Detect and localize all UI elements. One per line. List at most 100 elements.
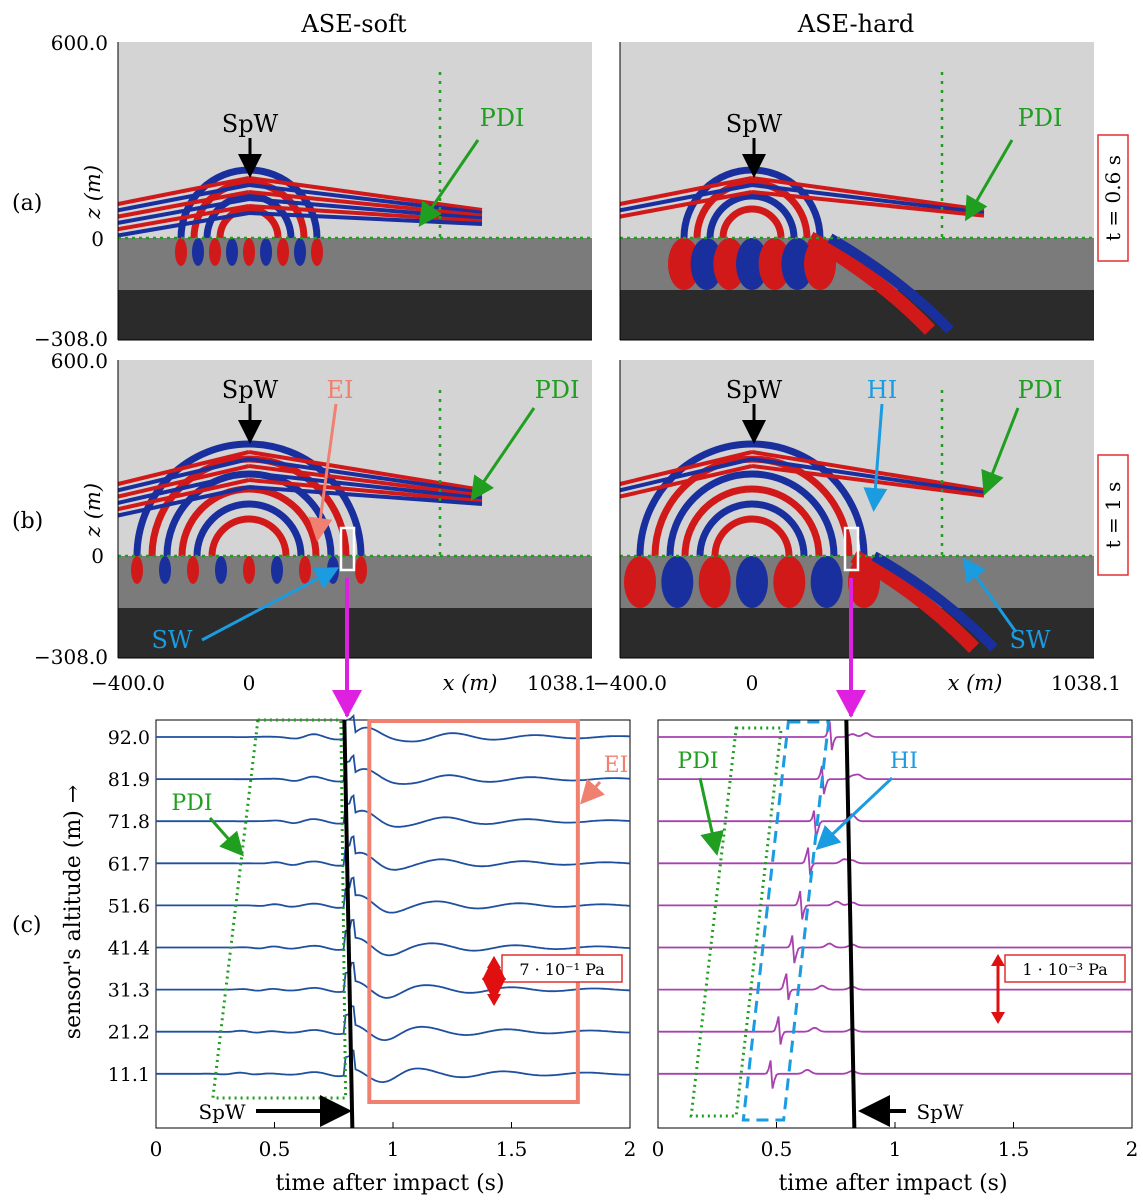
hi-arrow-c (815, 776, 894, 851)
scale-bar-soft-text: 7 · 10⁻¹ Pa (519, 960, 605, 979)
ground-wave-tail (827, 233, 954, 334)
ground-wave-tail (850, 549, 980, 653)
head-wave-stripe-left (117, 485, 250, 518)
air-layer (118, 42, 592, 238)
altitude-tick-label: 11.1 (108, 1064, 150, 1086)
ground-wave-blob (159, 556, 171, 584)
air-layer (620, 42, 1094, 238)
head-wave-stripe-right (751, 190, 985, 218)
pdi-label-a-soft: PDI (480, 104, 525, 132)
head-wave-stripe-left (619, 190, 753, 219)
spw-arrival-line (844, 719, 857, 1129)
head-wave-stripe-left (117, 211, 250, 238)
trace-line-31.3 (658, 973, 1132, 1001)
trace-plot-soft: 0 0.5 1 1.5 2 92.0 81.9 71.8 61.7 51.6 41.4 31.3 21.… (108, 714, 636, 1161)
ground-wave-blob (260, 238, 272, 266)
scale-bar-hard: 1 · 10⁻³ Pa (996, 954, 1126, 1018)
scale-bar-hard-text: 1 · 10⁻³ Pa (1022, 960, 1108, 979)
y-axis-label-c: sensor's altitude (m) → (61, 785, 86, 1039)
spw-label-b-hard: SpW (726, 376, 783, 404)
wavefront-ring (706, 192, 798, 239)
ground-wave-blob (226, 238, 238, 266)
altitude-tick-label: 61.7 (108, 853, 150, 875)
ei-label-b-soft: EI (327, 376, 354, 404)
head-wave-stripe-right (248, 176, 483, 212)
ground-wave-blob (131, 556, 143, 584)
ground-wave-blob (668, 238, 700, 290)
trace-line-31.3 (156, 961, 630, 999)
ground-wave-blob (736, 238, 768, 290)
x-right-label-soft: 1038.1 (527, 671, 597, 695)
head-wave-stripe-left (117, 183, 250, 213)
head-wave-stripe-left (117, 450, 250, 486)
head-wave-stripe-right (248, 450, 483, 492)
ground-wave-blob (215, 556, 227, 584)
head-wave-stripe-right (248, 485, 483, 506)
ground-wave-blob (698, 556, 731, 608)
trace-line-71.8 (156, 794, 631, 828)
head-wave-stripe-right (248, 464, 483, 498)
ground-wave-blob (758, 238, 791, 290)
trace-line-21.2 (658, 1016, 1132, 1045)
pdi-label-b-hard: PDI (1018, 376, 1063, 404)
panel-label-b: (b) (12, 509, 43, 534)
time-label-a: t = 0.6 s (1097, 134, 1129, 262)
pdi-label-c-hard: PDI (677, 749, 718, 774)
wavefront-ring (719, 205, 785, 239)
spw-label-c-soft: SpW (198, 1100, 246, 1124)
hi-arrow-b-hard (863, 403, 888, 512)
ground-wave-blob (299, 556, 311, 584)
pdi-arrow-a-soft (418, 139, 480, 227)
trace-line-41.4 (658, 935, 1132, 964)
x-axis-label-c-soft: time after impact (s) (275, 1171, 504, 1196)
scale-bar-soft: 7 · 10⁻¹ Pa (482, 954, 623, 1004)
head-wave-stripe-left (117, 464, 250, 499)
x-axis-label-c-hard: time after impact (s) (778, 1171, 1007, 1196)
time-label-b-text: t = 1 s (1101, 482, 1125, 549)
hi-region (741, 720, 831, 1122)
ground-wave-blob (243, 556, 255, 584)
ei-arrow-c (580, 778, 605, 805)
pdi-label-b-soft: PDI (535, 376, 580, 404)
z-top-label-a: 600.0 (51, 31, 108, 55)
ground-wave-blob (781, 238, 814, 290)
altitude-tick-label: 81.9 (108, 769, 150, 791)
wavefront-ring (208, 515, 290, 557)
sw-arrow-b-hard (962, 557, 1018, 633)
pdi-label-c-soft: PDI (171, 791, 212, 816)
x-tick-label: 0.5 (761, 1137, 793, 1161)
altitude-tick-label: 21.2 (108, 1022, 150, 1044)
pdi-arrow-b-soft (470, 407, 536, 501)
trace-plot-frame (155, 719, 631, 1129)
ground-wave-blob (209, 238, 221, 266)
pdi-arrow-b-hard (981, 407, 1020, 496)
head-wave-stripe-left (117, 457, 250, 493)
altitude-tick-label: 41.4 (108, 938, 150, 960)
head-wave-stripe-right (248, 211, 483, 226)
time-label-a-text: t = 0.6 s (1101, 155, 1125, 241)
field-panel-b-soft (117, 360, 592, 659)
bedrock-layer (620, 608, 1094, 658)
z-axis-label-a: z (m) (81, 165, 105, 220)
ground-wave-blob (690, 238, 723, 290)
head-wave-stripe-left (117, 197, 250, 225)
wavefront-ring (636, 440, 868, 557)
x-left-label-soft: −400.0 (91, 671, 165, 695)
z-bottom-label-b: −308.0 (34, 645, 108, 669)
x-tick-label: 1.5 (496, 1137, 528, 1161)
wavefront-ring (666, 470, 838, 557)
field-panel-a-hard (619, 42, 1094, 341)
pdi-region (211, 718, 348, 1100)
head-wave-stripe-right (751, 464, 985, 498)
ground-wave-blob (624, 556, 656, 608)
trace-line-92.0 (658, 721, 1132, 751)
magenta-arrowhead-hard (836, 690, 866, 718)
trace-line-11.1 (658, 1060, 1132, 1089)
wavefront-ring (193, 500, 305, 557)
head-wave-stripe-left (117, 176, 250, 206)
ground-wave-tail (806, 231, 936, 335)
pdi-arrow-c-soft (208, 817, 244, 857)
head-wave-stripe-left (619, 457, 753, 493)
ground-wave-blob (175, 238, 187, 266)
